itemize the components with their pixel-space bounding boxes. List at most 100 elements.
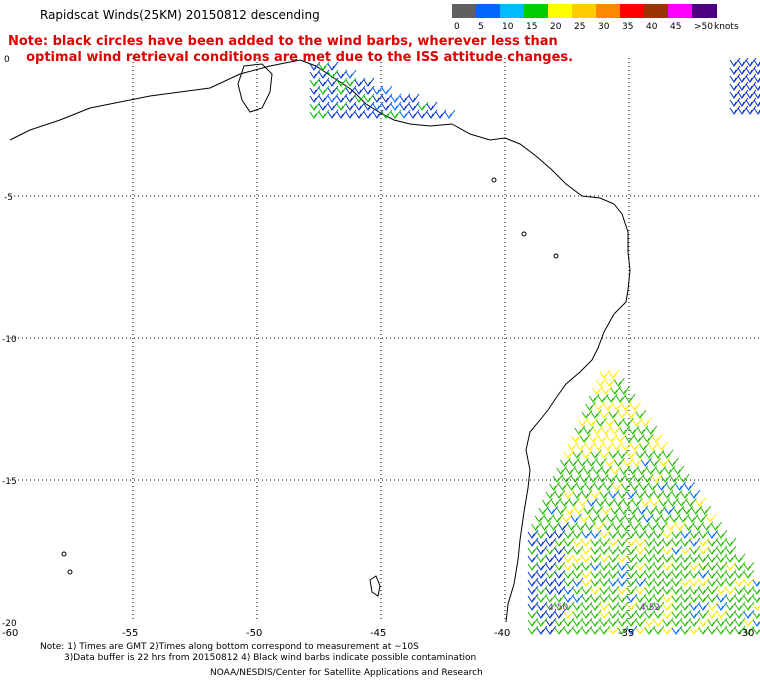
wind-barb xyxy=(590,585,602,595)
wind-barb xyxy=(577,457,589,467)
wind-barb xyxy=(318,77,330,87)
wind-barb xyxy=(669,513,681,523)
wind-barb xyxy=(621,441,632,451)
wind-barb xyxy=(572,489,584,499)
wind-barb xyxy=(673,465,685,475)
wind-barb xyxy=(588,433,600,443)
wind-barb xyxy=(599,609,611,619)
lon-label-30: -30 xyxy=(738,628,754,639)
wind-barb xyxy=(743,601,755,611)
wind-barb xyxy=(608,625,620,635)
wind-barb xyxy=(644,569,656,579)
wind-barb xyxy=(527,537,539,547)
wind-barb xyxy=(626,577,638,587)
wind-barb xyxy=(624,513,636,523)
wind-barb xyxy=(336,109,348,119)
wind-barb xyxy=(729,89,741,99)
wind-barb xyxy=(574,505,586,515)
time-label-2: 4:52 xyxy=(640,603,660,613)
wind-barb xyxy=(716,537,728,547)
wind-barb xyxy=(597,513,609,523)
wind-barb xyxy=(622,457,634,467)
wind-barb xyxy=(716,569,728,579)
colorbar-label: 25 xyxy=(574,22,586,32)
wind-barb xyxy=(635,577,647,587)
wind-barb xyxy=(725,561,737,571)
wind-barb xyxy=(554,625,566,635)
wind-barb xyxy=(549,521,560,531)
wind-barb xyxy=(662,569,674,579)
wind-barb xyxy=(599,625,611,635)
wind-barb xyxy=(689,489,701,499)
wind-barb xyxy=(545,593,557,603)
wind-barb xyxy=(655,505,667,515)
lat-label-5s: -5 xyxy=(4,193,13,203)
wind-barb xyxy=(671,617,683,627)
wind-barb xyxy=(653,553,665,563)
wind-barb xyxy=(635,617,647,627)
wind-barb xyxy=(444,109,456,119)
wind-barb xyxy=(617,537,629,547)
wind-barb xyxy=(599,409,611,419)
wind-barb xyxy=(617,489,629,499)
wind-barb xyxy=(327,69,339,79)
colorbar-swatch xyxy=(572,4,597,18)
wind-barb xyxy=(619,385,631,395)
wind-barb xyxy=(345,85,357,95)
wind-barb xyxy=(626,617,638,627)
wind-barb xyxy=(707,601,719,611)
wind-barb xyxy=(734,593,746,603)
wind-barb xyxy=(309,77,321,87)
wind-barb xyxy=(743,593,755,603)
wind-barb xyxy=(563,625,575,635)
wind-barb xyxy=(381,85,393,95)
wind-barb xyxy=(689,529,701,539)
wind-barb xyxy=(372,101,384,111)
colorbar-swatch xyxy=(500,4,525,18)
wind-barb xyxy=(599,569,611,579)
wind-barb xyxy=(626,529,638,539)
wind-barb xyxy=(626,537,638,547)
wind-barb xyxy=(680,617,692,627)
wind-barb xyxy=(630,401,641,411)
wind-barb xyxy=(729,57,741,67)
wind-barb xyxy=(390,101,402,111)
wind-barb xyxy=(646,505,658,515)
wind-barb xyxy=(309,85,321,95)
wind-barb xyxy=(716,577,728,587)
wind-barb xyxy=(563,569,575,579)
colorbar-label: 10 xyxy=(502,22,514,32)
wind-barb xyxy=(635,569,647,579)
wind-barb xyxy=(653,585,665,595)
wind-barb xyxy=(671,601,683,611)
wind-barb xyxy=(545,585,557,595)
colorbar-swatch xyxy=(620,4,645,18)
wind-barb xyxy=(716,617,728,627)
wind-barb xyxy=(626,553,638,563)
wind-barb xyxy=(417,101,429,111)
wind-barb xyxy=(635,545,647,555)
wind-barb xyxy=(734,625,746,635)
wind-barb xyxy=(662,617,674,627)
map-title: Rapidscat Winds(25KM) 20150812 descendin… xyxy=(40,8,320,22)
wind-barb xyxy=(682,505,694,515)
wind-barb xyxy=(590,545,602,555)
wind-barb xyxy=(599,601,611,611)
wind-barb xyxy=(527,577,539,587)
wind-barb xyxy=(327,109,339,119)
wind-barb xyxy=(671,577,683,587)
wind-barb xyxy=(597,393,609,403)
wind-barb xyxy=(563,489,575,499)
wind-barb xyxy=(698,585,710,595)
wind-barb xyxy=(601,465,613,475)
wind-barb xyxy=(554,569,566,579)
wind-barb xyxy=(680,561,692,571)
lon-label-50: -50 xyxy=(246,628,262,639)
lon-label-55: -55 xyxy=(122,628,138,639)
wind-barb xyxy=(698,601,710,611)
lat-label-20s: -20 xyxy=(2,619,17,629)
wind-barb xyxy=(363,85,375,95)
wind-barb xyxy=(585,441,596,451)
wind-barb xyxy=(601,505,613,515)
